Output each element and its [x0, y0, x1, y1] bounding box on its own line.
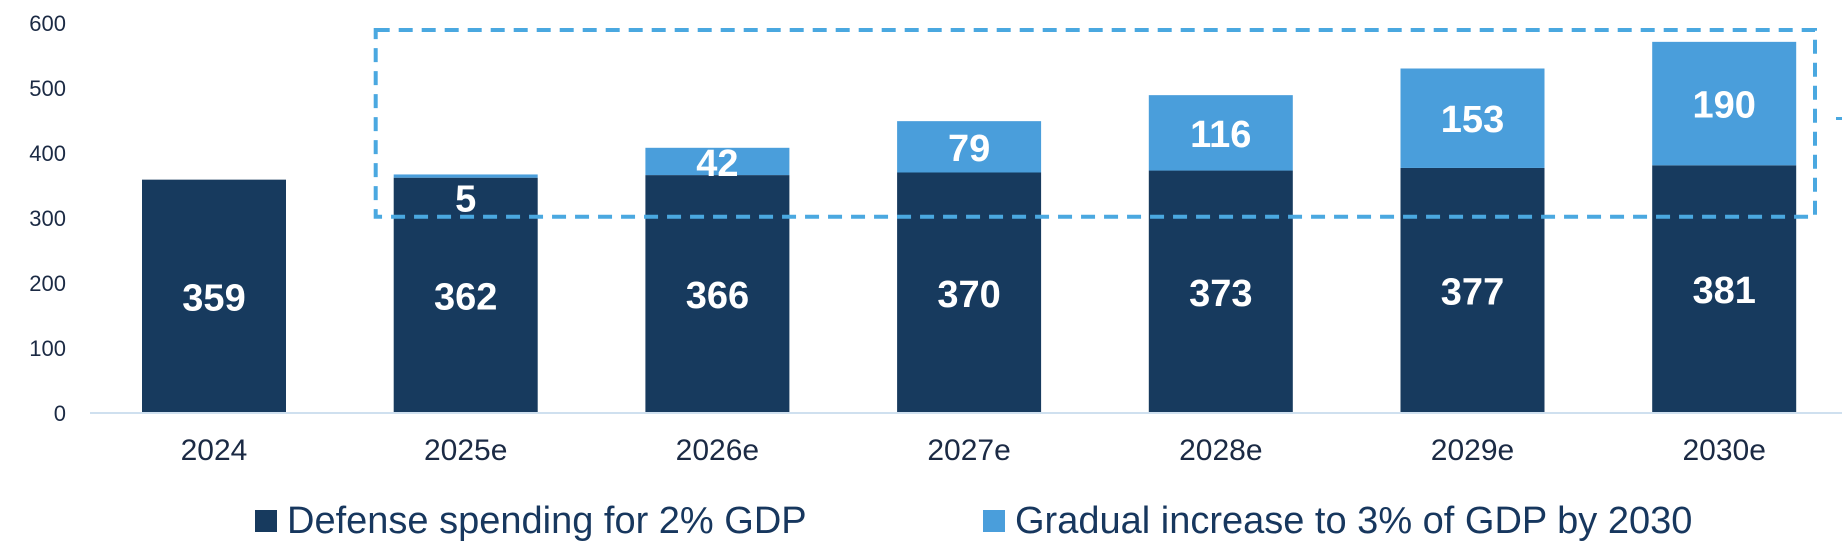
x-tick-label-2027e: 2027e [927, 434, 1010, 467]
x-tick-label-2029e: 2029e [1431, 434, 1514, 467]
legend-label-gradual: Gradual increase to 3% of GDP by 2030 [1015, 499, 1693, 542]
y-tick-label-400: 400 [29, 141, 66, 166]
bar-defense-2030e [1652, 165, 1797, 413]
data-label-defense-2025e: 362 [434, 276, 497, 318]
data-label-defense-2027e: 370 [937, 274, 1000, 316]
bar-gradual-2029e [1400, 68, 1545, 168]
bar-gradual-2026e [645, 147, 790, 176]
y-tick-label-300: 300 [29, 206, 66, 231]
data-label-defense-2026e: 366 [686, 275, 749, 317]
data-label-defense-2030e: 381 [1692, 270, 1755, 312]
y-tick-label-0: 0 [54, 401, 66, 426]
legend-item-defense: Defense spending for 2% GDP [255, 496, 807, 546]
x-axis: 2024 2025e 2026e 2027e 2028e 2029e 2030e [90, 412, 1842, 467]
x-tick-label-2025e: 2025e [424, 434, 507, 467]
bar-gradual-2030e [1652, 41, 1797, 166]
data-label-gradual-2025e: 5 [455, 179, 476, 221]
legend-item-gradual: Gradual increase to 3% of GDP by 2030 [983, 496, 1692, 546]
data-label-defense-2024: 359 [182, 277, 245, 319]
data-label-defense-2028e: 373 [1189, 273, 1252, 315]
legend-swatch-defense [255, 510, 277, 532]
data-label-defense-2029e: 377 [1441, 271, 1504, 313]
bar-defense-2029e [1400, 167, 1545, 413]
y-tick-label-200: 200 [29, 271, 66, 296]
legend-swatch-gradual [983, 510, 1005, 532]
bar-defense-2028e [1148, 170, 1293, 413]
highlight-box [373, 28, 1842, 219]
y-axis: 0 100 200 300 400 500 600 [29, 11, 66, 426]
data-label-gradual-2027e: 79 [948, 128, 990, 170]
y-tick-label-500: 500 [29, 76, 66, 101]
x-tick-label-2030e: 2030e [1682, 434, 1765, 467]
data-label-gradual-2030e: 190 [1692, 85, 1755, 127]
data-label-gradual-2026e: 42 [696, 143, 738, 185]
x-tick-label-2026e: 2026e [676, 434, 759, 467]
y-tick-label-100: 100 [29, 336, 66, 361]
data-label-gradual-2029e: 153 [1441, 99, 1504, 141]
x-tick-label-2028e: 2028e [1179, 434, 1262, 467]
bar-defense-2024 [142, 179, 286, 413]
y-tick-label-600: 600 [29, 11, 66, 36]
bars: 359 362 5 366 42 370 79 373 116 377 153 381 190 [142, 41, 1797, 413]
highlight-dashed-box [373, 28, 1818, 219]
bar-gradual-2027e [897, 121, 1042, 173]
bar-gradual-2025e [393, 174, 538, 178]
data-label-gradual-2028e: 116 [1190, 114, 1251, 156]
bar-gradual-2028e [1148, 95, 1293, 171]
legend-label-defense: Defense spending for 2% GDP [287, 499, 807, 542]
bar-defense-2027e [897, 172, 1042, 413]
stacked-bar-chart: 0 100 200 300 400 500 600 359 362 5 366 42 370 79 373… [29, 11, 1842, 467]
x-tick-label-2024: 2024 [181, 434, 248, 467]
